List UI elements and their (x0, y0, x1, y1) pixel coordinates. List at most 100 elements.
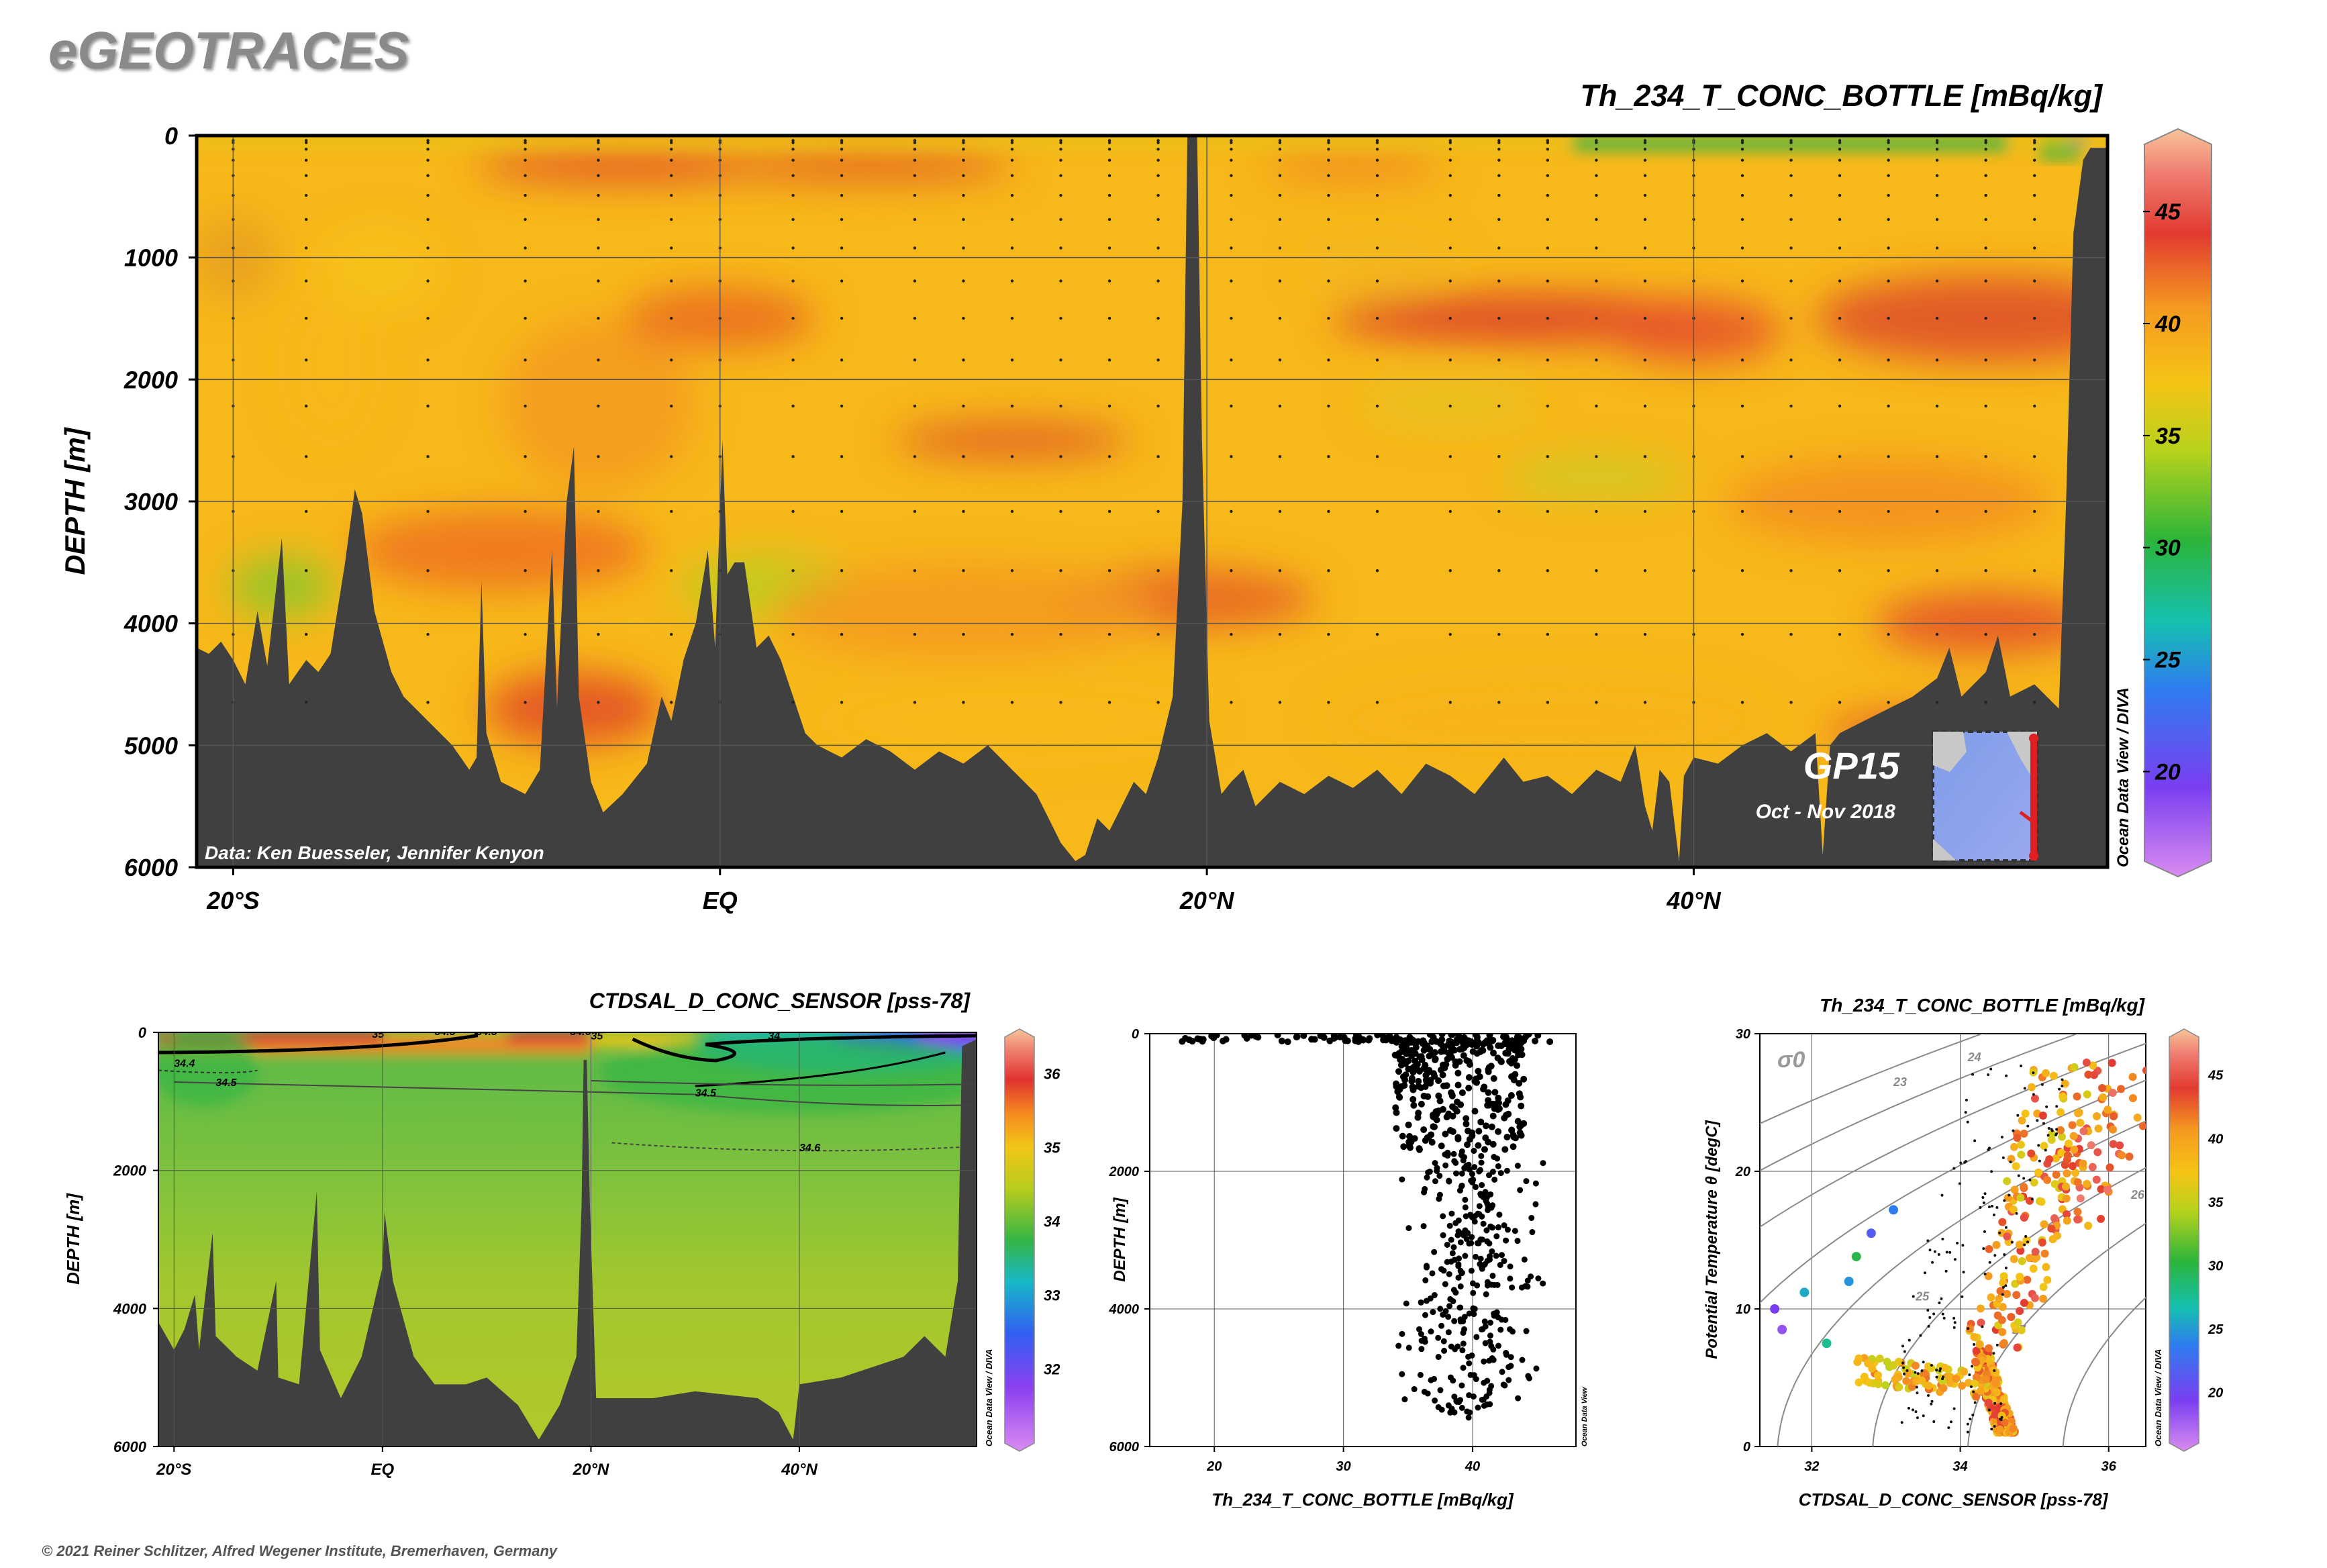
data-point (1483, 1227, 1490, 1234)
sample-dot (1595, 509, 1598, 513)
ts-sample-dot (1928, 1316, 1932, 1319)
ts-point (1874, 1380, 1883, 1389)
sample-dot (1107, 509, 1111, 513)
sample-dot (597, 701, 600, 704)
sample-dot (597, 632, 600, 636)
ts-sample-dot (1915, 1385, 1918, 1389)
sample-dot (1230, 174, 1233, 177)
sample-dot (1230, 279, 1233, 283)
scatter-y-axis: 0 2000 4000 6000 (1109, 1027, 1150, 1455)
ts-point (1874, 1371, 1883, 1379)
sample-dot (1838, 246, 1842, 250)
ts-point (2103, 1106, 2112, 1114)
data-point (1460, 1318, 1467, 1324)
sample-dot (1595, 701, 1598, 704)
sample-dot (1278, 454, 1282, 458)
data-point (1489, 1049, 1497, 1057)
main-heatmap (197, 136, 2108, 867)
data-point (1507, 1363, 1514, 1369)
ts-sample-dot (1999, 1402, 2003, 1406)
data-point (1405, 1344, 1412, 1351)
data-point (1417, 1371, 1424, 1378)
sample-dot (2032, 454, 2036, 458)
ts-sample-dot (2037, 1144, 2040, 1147)
ts-point (1975, 1340, 1984, 1349)
sample-dot (670, 632, 673, 636)
sample-dot (1546, 279, 1550, 283)
ts-point (2094, 1124, 2103, 1133)
data-point (1460, 1330, 1467, 1336)
ts-point (2015, 1240, 2024, 1249)
sample-dot (1010, 193, 1014, 197)
ts-sample-dot (2061, 1078, 2064, 1081)
data-point (1311, 1036, 1318, 1043)
sample-dot (1156, 404, 1160, 408)
data-point (1450, 1150, 1457, 1157)
ts-sample-dot (2040, 1083, 2044, 1086)
ts-point (2088, 1163, 2097, 1171)
sample-dot (2032, 279, 2036, 283)
data-point (1446, 1037, 1453, 1044)
ts-sample-dot (1941, 1237, 1944, 1240)
data-point (1429, 1270, 1436, 1277)
data-point (1524, 1283, 1531, 1290)
y-tick-label: 0 (138, 1024, 147, 1041)
ts-sample-dot (1922, 1361, 1925, 1364)
sample-dot (791, 404, 795, 408)
data-point (1481, 1083, 1488, 1091)
sample-dot (1497, 358, 1501, 362)
sample-dot (1230, 509, 1233, 513)
data-point (1420, 1126, 1428, 1133)
ts-sample-dot (1995, 1343, 1999, 1346)
sample-dot (305, 193, 308, 197)
y-tick-label: 3000 (124, 488, 178, 516)
ts-point (1894, 1357, 1903, 1366)
contour-34-5 (591, 1079, 977, 1086)
ts-point (2040, 1142, 2048, 1150)
sample-dot (1546, 509, 1550, 513)
ts-sample-dot (1940, 1193, 1944, 1197)
sample-dot (1375, 569, 1379, 573)
ts-point (2009, 1424, 2018, 1433)
sample-dot (1984, 193, 1987, 197)
sample-dot (1497, 246, 1501, 250)
ts-point (1991, 1379, 2000, 1388)
data-point (1501, 1222, 1507, 1229)
sample-dot (1059, 316, 1062, 320)
data-point (1438, 1322, 1445, 1329)
sample-dot (1107, 246, 1111, 250)
ts-point (2073, 1092, 2081, 1101)
sample-dot (1327, 509, 1330, 513)
data-point (1393, 1083, 1400, 1090)
sample-dot (305, 509, 308, 513)
y-tick-label: 10 (1736, 1302, 1750, 1317)
isopycnal (1760, 1034, 2079, 1172)
sample-dot (840, 174, 844, 177)
sample-dot (1327, 139, 1330, 142)
sample-dot (913, 217, 917, 222)
sample-dot (1887, 404, 1890, 408)
sample-dot (1595, 279, 1598, 283)
data-point (1524, 1277, 1531, 1284)
sample-dot (1107, 404, 1111, 408)
data-point (1487, 1332, 1493, 1339)
data-point (1451, 1318, 1458, 1324)
sample-dot (1278, 316, 1282, 320)
ts-point (2017, 1140, 2026, 1149)
data-point (1461, 1165, 1468, 1171)
ts-point (2076, 1118, 2085, 1127)
x-axis: 20°S EQ 20°N 40°N (206, 867, 1722, 914)
ts-sample-dot (2001, 1293, 2004, 1296)
sample-dot (1740, 193, 1744, 197)
sample-dot (1595, 193, 1598, 197)
data-point (1465, 1414, 1472, 1421)
sample-dot (1448, 454, 1452, 458)
y-tick-label: 6000 (113, 1438, 147, 1455)
sample-dot (1448, 316, 1452, 320)
ts-point (1972, 1358, 1981, 1367)
data-point (1486, 1034, 1493, 1038)
data-point (1518, 1284, 1525, 1291)
sample-dot (913, 141, 917, 144)
ts-sample-dot (1914, 1410, 1918, 1414)
ts-point (2073, 1178, 2082, 1187)
